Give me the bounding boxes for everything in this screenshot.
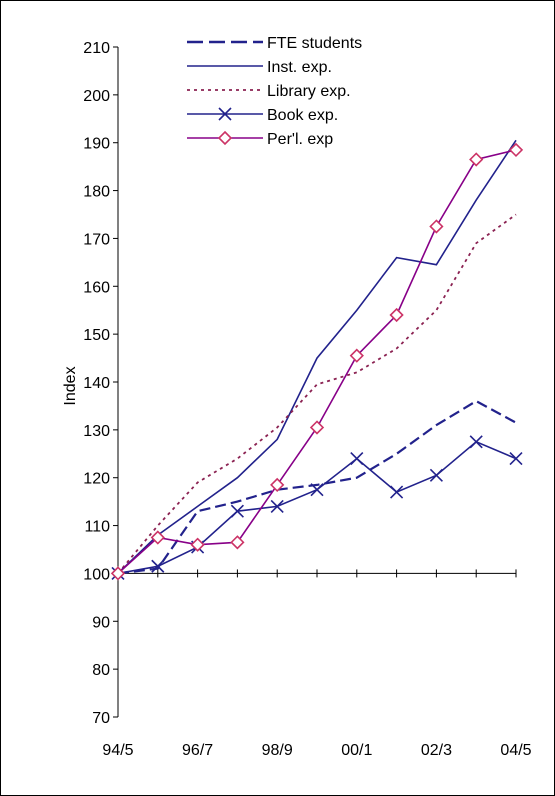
legend-item-inst-exp: Inst. exp. bbox=[187, 59, 332, 76]
legend-label: Per'l. exp bbox=[267, 131, 333, 148]
y-tick-labels: 70 80 90 100 110 120 130 140 150 160 170 180 190 200 2… bbox=[83, 40, 110, 727]
legend: FTE students Inst. exp. Library exp. Book e… bbox=[187, 35, 362, 148]
diamond-marker bbox=[349, 348, 364, 363]
x-tick-label: 02/3 bbox=[421, 742, 452, 759]
x-tick-label: 96/7 bbox=[182, 742, 213, 759]
legend-item-fte-students: FTE students bbox=[187, 35, 362, 52]
diamond-marker bbox=[190, 537, 205, 552]
legend-label: Library exp. bbox=[267, 83, 351, 100]
series-per-l-exp bbox=[110, 142, 524, 581]
y-tick-label: 110 bbox=[84, 519, 110, 536]
y-tick-label: 180 bbox=[83, 184, 110, 201]
legend-label: Book exp. bbox=[267, 107, 338, 124]
y-tick-label: 200 bbox=[83, 88, 110, 105]
x-tick-label: 98/9 bbox=[262, 742, 293, 759]
diamond-marker bbox=[270, 477, 285, 493]
y-tick-label: 210 bbox=[83, 40, 110, 57]
x-marker bbox=[230, 504, 244, 518]
x-tick-labels: 94/5 96/7 98/9 00/1 02/3 04/5 bbox=[102, 742, 531, 759]
series-inst-exp bbox=[117, 139, 517, 574]
y-tick-label: 130 bbox=[83, 423, 110, 440]
diamond-marker bbox=[389, 307, 404, 323]
y-tick-label: 140 bbox=[83, 375, 110, 392]
x-tick-label: 94/5 bbox=[102, 742, 133, 759]
x-marker bbox=[270, 499, 284, 513]
diamond-marker bbox=[110, 566, 126, 581]
legend-label: FTE students bbox=[267, 35, 362, 52]
series-line-inst-exp bbox=[117, 139, 517, 574]
y-tick-label: 100 bbox=[83, 566, 110, 583]
series-fte-students bbox=[117, 399, 517, 575]
legend-item-per-l-exp: Per'l. exp bbox=[187, 130, 333, 148]
series-line-per-l-exp bbox=[117, 149, 517, 574]
x-marker bbox=[509, 452, 523, 466]
x-marker bbox=[218, 107, 232, 121]
series-line-library-exp bbox=[117, 213, 517, 574]
x-marker bbox=[350, 452, 364, 466]
y-tick-label: 90 bbox=[92, 614, 110, 631]
x-marker bbox=[429, 468, 443, 482]
x-tick-label: 04/5 bbox=[500, 742, 531, 759]
y-tick-label: 80 bbox=[92, 662, 110, 679]
legend-item-library-exp: Library exp. bbox=[187, 83, 351, 100]
y-tick-label: 190 bbox=[83, 136, 110, 153]
legend-label: Inst. exp. bbox=[267, 59, 332, 76]
x-marker bbox=[390, 485, 404, 499]
series-book-exp bbox=[111, 435, 523, 580]
y-axis-title: Index bbox=[62, 366, 79, 405]
y-tick-label: 120 bbox=[83, 471, 110, 488]
x-marker bbox=[310, 483, 324, 497]
series-line-book-exp bbox=[117, 440, 517, 575]
diamond-marker bbox=[309, 420, 325, 435]
diamond-marker bbox=[230, 535, 245, 550]
x-marker bbox=[469, 435, 483, 449]
y-tick-label: 170 bbox=[83, 231, 110, 248]
legend-item-book-exp: Book exp. bbox=[187, 107, 338, 124]
series-line-fte-students bbox=[117, 399, 517, 575]
y-tick-label: 70 bbox=[92, 710, 110, 727]
y-tick-label: 160 bbox=[83, 279, 110, 296]
diamond-marker bbox=[469, 152, 484, 167]
x-marker bbox=[151, 559, 165, 573]
diamond-marker bbox=[429, 219, 444, 234]
diamond-marker bbox=[150, 530, 165, 545]
y-tick-label: 150 bbox=[83, 327, 110, 344]
diamond-marker bbox=[508, 142, 524, 158]
series-lines bbox=[110, 139, 524, 581]
x-tick-label: 00/1 bbox=[341, 742, 372, 759]
diamond-marker bbox=[217, 130, 233, 146]
series-library-exp bbox=[117, 213, 517, 574]
